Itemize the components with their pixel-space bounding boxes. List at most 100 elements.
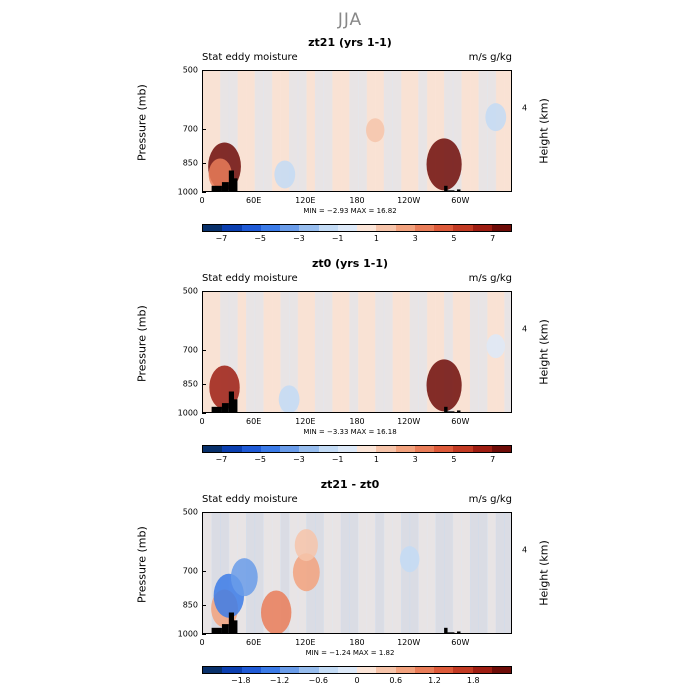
contour-band bbox=[271, 513, 281, 633]
y-tick-label-right: 4 bbox=[522, 103, 528, 113]
colorbar-label: 3 bbox=[412, 455, 418, 464]
colorbar-label: −3 bbox=[292, 455, 305, 464]
contour-band bbox=[203, 292, 213, 412]
contour-feature bbox=[278, 385, 300, 412]
colorbar-swatch bbox=[434, 667, 454, 673]
y-tick-mark bbox=[202, 413, 206, 414]
colorbar-swatch bbox=[280, 446, 300, 452]
contour-band bbox=[314, 292, 325, 412]
x-tick-label: 120W bbox=[397, 196, 421, 205]
contour-band bbox=[237, 71, 247, 191]
contour-band bbox=[211, 292, 221, 412]
contour-band bbox=[340, 71, 350, 191]
contour-band bbox=[409, 292, 419, 412]
colorbar-label: 0.6 bbox=[389, 676, 403, 685]
contour-band bbox=[280, 292, 290, 412]
units-label: m/s g/kg bbox=[468, 273, 512, 284]
contour-feature bbox=[486, 334, 505, 359]
field-label: Stat eddy moisture bbox=[202, 494, 298, 505]
colorbar-swatch bbox=[491, 667, 511, 673]
y-tick-label: 500 bbox=[182, 65, 198, 75]
contour-band bbox=[495, 513, 505, 633]
contour-band bbox=[426, 71, 436, 191]
colorbar-swatch bbox=[203, 667, 223, 673]
colorbar-swatch bbox=[280, 667, 300, 673]
contour-band bbox=[383, 292, 393, 412]
contour-band bbox=[254, 513, 264, 633]
contour-band bbox=[444, 292, 454, 412]
y-tick-label: 700 bbox=[182, 124, 198, 134]
topography bbox=[228, 391, 234, 412]
units-label: m/s g/kg bbox=[468, 52, 512, 63]
chart-panel-1: zt21 (yrs 1-1) Stat eddy moisture m/s g/kg… bbox=[0, 36, 700, 256]
colorbar-swatch bbox=[318, 667, 338, 673]
y-axis-label-right: Height (km) bbox=[537, 540, 551, 606]
topography bbox=[211, 627, 222, 633]
colorbar-swatch bbox=[376, 446, 396, 452]
colorbar-swatch bbox=[260, 446, 280, 452]
units-label: m/s g/kg bbox=[468, 494, 512, 505]
contour-feature bbox=[292, 553, 320, 592]
contour-band bbox=[271, 292, 281, 412]
topography bbox=[221, 624, 229, 633]
x-tick-label: 60W bbox=[451, 196, 470, 205]
contour-feature bbox=[366, 118, 385, 143]
contour-band bbox=[211, 513, 221, 633]
contour-band bbox=[504, 513, 511, 633]
topography bbox=[234, 620, 238, 633]
colorbar-swatch bbox=[414, 667, 434, 673]
field-label: Stat eddy moisture bbox=[202, 273, 298, 284]
contour-plot bbox=[202, 70, 512, 192]
contour-band bbox=[220, 71, 230, 191]
colorbar-swatch bbox=[434, 446, 454, 452]
contour-feature bbox=[294, 529, 318, 562]
colorbar bbox=[202, 666, 512, 674]
colorbar-swatch bbox=[222, 225, 242, 231]
y-tick-label: 500 bbox=[182, 507, 198, 517]
contour-band bbox=[409, 71, 419, 191]
contour-feature bbox=[230, 558, 258, 597]
contour-band bbox=[392, 513, 402, 633]
contour-band bbox=[220, 513, 230, 633]
x-tick-label: 180 bbox=[349, 417, 365, 426]
colorbar-swatch bbox=[337, 225, 357, 231]
colorbar-swatch bbox=[318, 225, 338, 231]
topography bbox=[234, 399, 238, 412]
contour-plot bbox=[202, 291, 512, 413]
topography bbox=[228, 170, 234, 191]
contour-band bbox=[383, 71, 393, 191]
contour-band bbox=[461, 513, 471, 633]
page-title: JJA bbox=[337, 10, 363, 30]
y-tick-label-right: 4 bbox=[522, 324, 528, 334]
contour-band bbox=[461, 71, 471, 191]
contour-band bbox=[452, 292, 462, 412]
x-tick-label: 60E bbox=[246, 638, 262, 647]
y-tick-mark bbox=[202, 634, 206, 635]
topography bbox=[211, 406, 222, 412]
y-axis-label: Pressure (mb) bbox=[135, 84, 149, 161]
contour-band bbox=[349, 513, 359, 633]
colorbar-label: −1 bbox=[331, 455, 344, 464]
x-tick-label: 180 bbox=[349, 638, 365, 647]
contour-band bbox=[289, 292, 299, 412]
contour-band bbox=[254, 71, 264, 191]
contour-band bbox=[297, 71, 307, 191]
colorbar-swatch bbox=[472, 446, 492, 452]
contour-band bbox=[358, 513, 368, 633]
contour-band bbox=[323, 292, 333, 412]
chart-title: zt21 - zt0 bbox=[320, 478, 380, 491]
contour-band bbox=[246, 292, 256, 412]
contour-band bbox=[392, 71, 402, 191]
colorbar-swatch bbox=[491, 446, 511, 452]
contour-band bbox=[289, 71, 299, 191]
colorbar-label: −0.6 bbox=[308, 676, 328, 685]
x-tick-label: 0 bbox=[199, 417, 205, 426]
colorbar-label: −1.8 bbox=[231, 676, 251, 685]
contour-band bbox=[435, 71, 445, 191]
colorbar-swatch bbox=[414, 446, 434, 452]
contour-plot bbox=[202, 512, 512, 634]
chart-panel-2: zt0 (yrs 1-1) Stat eddy moisture m/s g/kg P… bbox=[0, 257, 700, 477]
contour-band bbox=[401, 71, 411, 191]
y-tick-label: 850 bbox=[182, 158, 198, 168]
topography bbox=[447, 411, 455, 412]
